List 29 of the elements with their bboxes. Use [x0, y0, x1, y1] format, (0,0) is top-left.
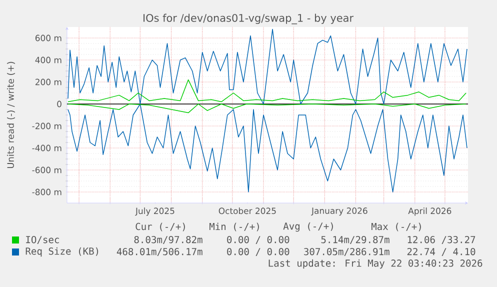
text: Avg (-/+) — [283, 222, 333, 232]
y-tick-label: 200 m — [36, 78, 62, 86]
y-tick-label: 0 — [57, 100, 62, 108]
y-tick-label: 600 m — [35, 34, 62, 42]
y-tick-label: -600 m — [32, 166, 62, 174]
x-tick-label: October 2025 — [218, 208, 276, 214]
text: Max (-/+) — [372, 222, 421, 232]
text: 0.00 / 0.00 — [227, 248, 290, 256]
text: 468.01m/506.17m — [116, 248, 202, 256]
y-tick-label: 400 m — [35, 56, 62, 64]
text: Min (-/+) — [210, 222, 259, 232]
text: Cur (-/+) — [136, 222, 185, 232]
y-axis-title: Units read (-) / write (+) — [7, 62, 16, 168]
y-tick-label: -800 m — [32, 188, 62, 196]
legend-label: Req Size (KB) — [26, 247, 98, 257]
text: 22.74 / 4.10 — [407, 248, 476, 256]
y-tick-label: -400 m — [32, 144, 62, 152]
x-tick-label: April 2026 — [408, 208, 452, 216]
chart-title: IOs for /dev/onas01-vg/swap_1 - by year — [144, 14, 354, 24]
legend-label: IO/sec — [26, 236, 59, 244]
x-tick-label: January 2026 — [311, 208, 368, 216]
text: Last update: Fri May 22 03:40:23 2026 — [268, 259, 482, 269]
text: 12.06 /33.27 — [408, 236, 476, 244]
text: 307.05m/286.91m — [304, 248, 390, 256]
text: 8.03m/97.82m — [134, 236, 202, 244]
text: 0.00 / 0.00 — [227, 236, 290, 244]
y-tick-label: -200 m — [32, 122, 62, 130]
text: 5.14m/29.87m — [321, 236, 390, 244]
x-tick-label: July 2025 — [135, 208, 174, 216]
